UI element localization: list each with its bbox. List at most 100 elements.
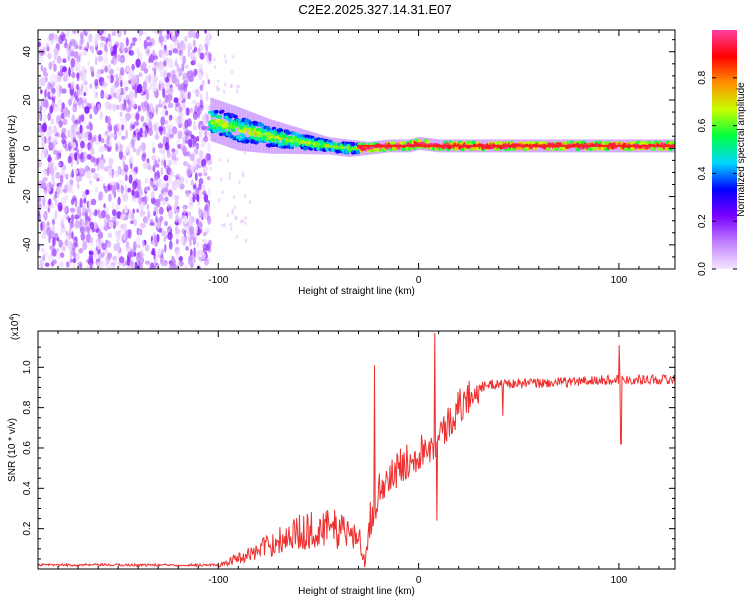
noise-speck	[228, 171, 231, 176]
spectrogram-y-label: Frequency (Hz)	[7, 115, 18, 184]
noise-speck	[206, 131, 211, 138]
noise-speck	[180, 123, 184, 128]
ridge-blob	[355, 150, 361, 155]
noise-speck	[158, 228, 162, 233]
noise-speck	[184, 35, 188, 43]
noise-speck	[152, 30, 156, 34]
noise-speck	[38, 41, 41, 47]
noise-speck	[219, 157, 222, 162]
noise-speck	[140, 256, 145, 264]
ridge-blob	[239, 125, 244, 130]
noise-speck	[65, 230, 69, 237]
noise-speck	[64, 238, 69, 246]
noise-speck	[142, 211, 146, 216]
noise-speck	[163, 187, 169, 193]
noise-speck	[170, 44, 173, 50]
colorbar-label: Normalized spectral amplitude	[736, 82, 747, 217]
noise-speck	[234, 215, 237, 220]
noise-speck	[47, 112, 51, 121]
noise-speck	[118, 97, 122, 103]
noise-speck	[140, 115, 144, 123]
noise-speck	[61, 197, 67, 206]
noise-speck	[45, 43, 50, 51]
noise-speck	[138, 30, 144, 36]
noise-speck	[77, 30, 81, 36]
noise-speck	[168, 133, 174, 139]
y-tick-label: 40	[22, 46, 33, 58]
noise-speck	[70, 45, 76, 52]
noise-speck	[199, 150, 204, 159]
noise-speck	[84, 84, 88, 89]
noise-speck	[38, 213, 41, 220]
noise-speck	[130, 213, 135, 221]
noise-speck	[149, 222, 155, 226]
noise-speck	[119, 223, 124, 233]
noise-speck	[90, 136, 97, 143]
noise-speck	[69, 179, 74, 185]
noise-speck	[55, 254, 62, 260]
noise-speck	[52, 47, 59, 54]
noise-speck	[89, 66, 95, 72]
noise-speck	[63, 106, 69, 117]
noise-speck	[155, 130, 159, 136]
noise-speck	[207, 188, 211, 198]
noise-speck	[123, 117, 128, 124]
noise-speck	[152, 67, 157, 72]
noise-speck	[114, 143, 119, 153]
noise-speck	[155, 92, 158, 99]
noise-speck	[59, 227, 64, 236]
noise-speck	[56, 237, 60, 242]
noise-speck	[49, 76, 54, 85]
noise-speck	[224, 59, 228, 64]
noise-speck	[112, 209, 117, 217]
ridge-halo	[282, 123, 285, 154]
noise-speck	[207, 34, 211, 44]
noise-speck	[197, 221, 203, 228]
noise-speck	[198, 172, 203, 177]
noise-speck	[226, 213, 229, 218]
noise-speck	[123, 222, 127, 233]
noise-speck	[89, 122, 93, 132]
noise-speck	[143, 39, 148, 50]
noise-speck	[93, 172, 99, 180]
noise-speck	[133, 103, 138, 110]
noise-speck	[113, 243, 118, 252]
noise-speck	[76, 83, 80, 91]
noise-speck	[89, 236, 93, 244]
noise-speck	[206, 176, 211, 181]
noise-speck	[55, 105, 61, 112]
noise-speck	[68, 98, 72, 106]
noise-speck	[83, 132, 89, 142]
noise-speck	[169, 224, 172, 230]
noise-speck	[48, 142, 52, 151]
noise-speck	[158, 126, 164, 132]
noise-speck	[107, 254, 112, 261]
noise-speck	[158, 51, 163, 57]
noise-speck	[187, 237, 191, 242]
noise-speck	[56, 114, 60, 125]
noise-speck	[70, 39, 76, 44]
noise-speck	[71, 214, 74, 224]
noise-speck	[99, 111, 104, 121]
noise-speck	[148, 75, 152, 84]
noise-speck	[65, 261, 70, 268]
ridge-blob	[220, 119, 225, 123]
noise-speck	[90, 146, 95, 157]
ridge-blob	[230, 128, 236, 132]
noise-speck	[146, 115, 150, 125]
noise-speck	[83, 77, 87, 84]
noise-speck	[44, 152, 48, 159]
noise-speck	[41, 123, 47, 133]
noise-speck	[42, 197, 46, 207]
noise-speck	[191, 99, 197, 105]
noise-speck	[53, 125, 57, 135]
noise-speck	[204, 30, 207, 34]
ridge-blob	[390, 141, 396, 145]
noise-speck	[89, 255, 94, 262]
noise-speck	[116, 241, 121, 251]
noise-speck	[204, 43, 209, 48]
noise-speck	[222, 89, 226, 94]
noise-speck	[158, 250, 161, 257]
noise-speck	[197, 105, 203, 116]
noise-speck	[98, 191, 104, 201]
